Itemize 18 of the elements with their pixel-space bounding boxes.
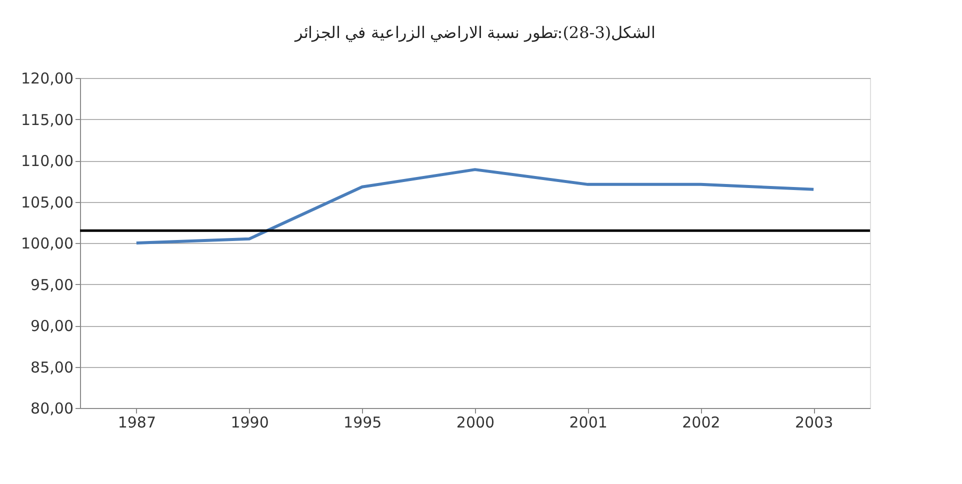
y-tick-label: 95,00: [30, 276, 74, 294]
line-series: [134, 168, 816, 244]
y-tick-label: 90,00: [30, 317, 74, 335]
y-tick-label: 85,00: [30, 358, 74, 376]
y-tick-label: 115,00: [21, 110, 74, 129]
x-tick-label: 1995: [344, 414, 382, 432]
x-tick-label: 2002: [682, 414, 720, 432]
y-tick-label: 110,00: [21, 152, 74, 170]
y-tick-label: 100,00: [21, 234, 74, 252]
y-tick-label: 80,00: [30, 400, 74, 418]
x-tick-label: 2003: [794, 414, 834, 432]
chart-title: الشكل(3-28):تطور نسبة الاراضي الزراعية في الجزائر: [294, 23, 656, 42]
y-tick-label: 105,00: [21, 193, 74, 212]
x-tick-label: 1987: [118, 414, 156, 432]
x-tick-label: 2000: [456, 414, 495, 432]
y-tick-label: 120,00: [21, 70, 74, 88]
x-tick-label: 2001: [569, 414, 608, 432]
x-tick-label: 1990: [230, 414, 269, 432]
